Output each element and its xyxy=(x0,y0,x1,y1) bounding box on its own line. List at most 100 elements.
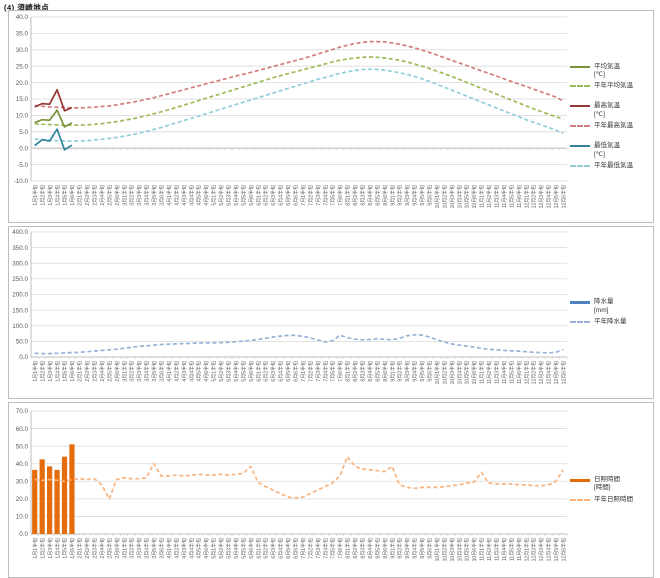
precipitation-x-tick: 9月3半旬 xyxy=(404,361,411,382)
sunshine-y-tick: 10.0 xyxy=(16,514,29,521)
precipitation-x-tick: 4月1半旬 xyxy=(166,361,173,382)
precipitation-x-tick: 7月3半旬 xyxy=(315,361,322,382)
temperature-x-tick: 12月2半旬 xyxy=(531,185,538,208)
legend-label-norm-max-temp: 平年最高気温 xyxy=(594,122,633,130)
sunshine-x-tick: 8月5半旬 xyxy=(374,538,381,559)
sunshine-x-tick: 7月1半旬 xyxy=(300,538,307,559)
legend-item-norm-min-temp: 平年最低気温 xyxy=(570,162,650,170)
precipitation-x-tick: 2月3半旬 xyxy=(91,361,98,382)
sunshine-x-tick: 2月6半旬 xyxy=(114,538,121,559)
sunshine-x-tick: 11月2半旬 xyxy=(486,538,493,561)
temperature-y-tick: 35.0 xyxy=(16,31,29,38)
temperature-x-tick: 8月4半旬 xyxy=(367,185,374,206)
sunshine-y-tick: 40.0 xyxy=(16,461,29,468)
temperature-x-tick: 1月2半旬 xyxy=(39,185,46,206)
precipitation-y-tick: 300.0 xyxy=(12,260,28,267)
temperature-x-tick: 2月5半旬 xyxy=(106,185,113,206)
precipitation-x-tick: 5月3半旬 xyxy=(225,361,232,382)
precipitation-x-tick: 5月5半旬 xyxy=(240,361,247,382)
precipitation-x-tick: 7月5半旬 xyxy=(330,361,337,382)
sunshine-x-tick: 11月4半旬 xyxy=(501,538,508,561)
sunshine-x-tick: 2月2半旬 xyxy=(84,538,91,559)
precipitation-x-tick: 11月5半旬 xyxy=(508,361,515,384)
temperature-y-tick: 5.0 xyxy=(19,129,28,136)
precipitation-x-tick: 10月3半旬 xyxy=(449,361,456,384)
sunshine-x-tick: 4月2半旬 xyxy=(173,538,180,559)
precipitation-y-tick: 250.0 xyxy=(12,276,28,283)
sunshine-hours-bar xyxy=(47,466,53,534)
legend-item-norm-sunshine-hours: 平年日照時間 xyxy=(570,496,650,504)
precipitation-x-tick: 11月1半旬 xyxy=(479,361,486,384)
temperature-x-tick: 5月2半旬 xyxy=(218,185,225,206)
precipitation-x-tick: 5月2半旬 xyxy=(218,361,225,382)
sunshine-x-tick: 7月5半旬 xyxy=(330,538,337,559)
precipitation-x-tick: 5月4半旬 xyxy=(233,361,240,382)
precipitation-legend: 降水量 [mm] 平年降水量 xyxy=(570,227,650,398)
temperature-x-tick: 12月3半旬 xyxy=(538,185,545,208)
sunshine-x-tick: 8月1半旬 xyxy=(345,538,352,559)
sunshine-hours-bar xyxy=(32,469,38,534)
sunshine-y-tick: 60.0 xyxy=(16,426,29,433)
sunshine-y-tick: 0.0 xyxy=(19,531,28,538)
temperature-x-tick: 12月5半旬 xyxy=(553,185,560,208)
precipitation-x-tick: 12月5半旬 xyxy=(553,361,560,384)
temperature-x-tick: 2月2半旬 xyxy=(84,185,91,206)
precipitation-x-tick: 9月4半旬 xyxy=(412,361,419,382)
legend-swatch-norm-min-temp xyxy=(570,165,590,168)
precipitation-x-tick: 2月2半旬 xyxy=(84,361,91,382)
sunshine-x-tick: 1月4半旬 xyxy=(54,538,61,559)
sunshine-x-tick: 3月3半旬 xyxy=(136,538,143,559)
sunshine-x-tick: 12月2半旬 xyxy=(531,538,538,561)
temperature-x-tick: 7月4半旬 xyxy=(322,185,329,206)
precipitation-x-tick: 10月1半旬 xyxy=(434,361,441,384)
precipitation-x-tick: 2月1半旬 xyxy=(77,361,84,382)
temperature-x-tick: 10月4半旬 xyxy=(456,185,463,208)
temperature-x-tick: 1月3半旬 xyxy=(47,185,54,206)
temperature-x-tick: 11月5半旬 xyxy=(508,185,515,208)
precipitation-x-tick: 4月5半旬 xyxy=(196,361,203,382)
legend-item-sunshine-hours: 日照時間 [時間] xyxy=(570,476,650,493)
sunshine-x-tick: 3月5半旬 xyxy=(151,538,158,559)
temperature-x-tick: 11月1半旬 xyxy=(479,185,486,208)
legend-item-norm-precipitation: 平年降水量 xyxy=(570,318,650,326)
precipitation-x-tick: 12月1半旬 xyxy=(523,361,530,384)
temperature-x-tick: 10月6半旬 xyxy=(471,185,478,208)
legend-label-precipitation: 降水量 [mm] xyxy=(594,298,614,314)
legend-swatch-norm-max-temp xyxy=(570,125,590,128)
temperature-y-tick: 0.0 xyxy=(19,145,28,152)
precipitation-x-tick: 12月4半旬 xyxy=(546,361,553,384)
precipitation-y-tick: 400.0 xyxy=(12,229,28,236)
precipitation-x-tick: 1月2半旬 xyxy=(39,361,46,382)
precipitation-x-tick: 8月5半旬 xyxy=(374,361,381,382)
temperature-x-tick: 7月1半旬 xyxy=(300,185,307,206)
sunshine-x-tick: 11月6半旬 xyxy=(516,538,523,561)
sunshine-x-tick: 10月3半旬 xyxy=(449,538,456,561)
sunshine-x-tick: 4月5半旬 xyxy=(196,538,203,559)
sunshine-x-tick: 10月4半旬 xyxy=(456,538,463,561)
precipitation-x-tick: 10月5半旬 xyxy=(464,361,471,384)
temperature-x-tick: 8月5半旬 xyxy=(374,185,381,206)
sunshine-x-tick: 10月1半旬 xyxy=(434,538,441,561)
precipitation-y-tick: 200.0 xyxy=(12,292,28,299)
sunshine-x-tick: 5月1半旬 xyxy=(211,538,218,559)
precipitation-x-tick: 1月1半旬 xyxy=(32,361,39,382)
sunshine-x-tick: 5月4半旬 xyxy=(233,538,240,559)
temperature-y-tick: 10.0 xyxy=(16,113,29,120)
legend-item-max-temp: 最高気温 [℃] xyxy=(570,102,650,119)
temperature-y-tick: 30.0 xyxy=(16,47,29,54)
sunshine-x-tick: 12月4半旬 xyxy=(546,538,553,561)
precipitation-x-tick: 7月1半旬 xyxy=(300,361,307,382)
legend-item-precipitation: 降水量 [mm] xyxy=(570,298,650,315)
temperature-x-tick: 11月3半旬 xyxy=(493,185,500,208)
sunshine-legend: 日照時間 [時間] 平年日照時間 xyxy=(570,403,650,577)
sunshine-x-tick: 9月3半旬 xyxy=(404,538,411,559)
sunshine-x-tick: 9月6半旬 xyxy=(426,538,433,559)
max-temp-line xyxy=(34,88,73,112)
sunshine-x-tick: 8月4半旬 xyxy=(367,538,374,559)
legend-swatch-avg-temp xyxy=(570,65,590,68)
temperature-y-tick: 20.0 xyxy=(16,80,29,87)
sunshine-x-tick: 6月2半旬 xyxy=(263,538,270,559)
temperature-x-tick: 6月3半旬 xyxy=(270,185,277,206)
temperature-x-tick: 7月6半旬 xyxy=(337,185,344,206)
sunshine-x-tick: 4月4半旬 xyxy=(188,538,195,559)
